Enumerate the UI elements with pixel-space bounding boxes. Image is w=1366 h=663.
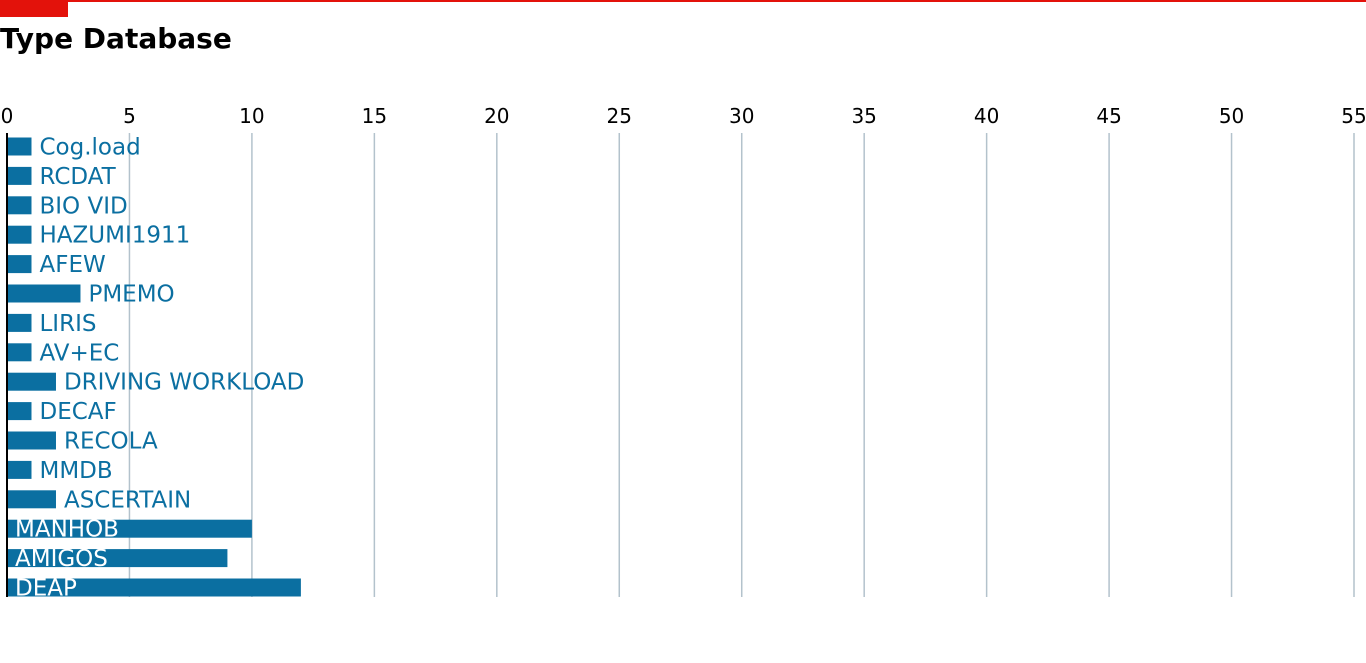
bar-label: ASCERTAIN [64,487,191,513]
bar [7,313,32,332]
bar [7,255,32,274]
x-tick-label: 20 [484,104,509,128]
x-axis-ticks: 0 5 10 15 20 25 30 35 40 45 50 55 [1,104,1366,128]
x-tick-label: 30 [729,104,754,128]
bar-labels: Cog.load RCDAT BIO VID HAZUMI1911 AFEW PMEMO L… [15,135,304,602]
chart-title: Type Database [0,22,232,55]
x-tick-label: 10 [239,104,264,128]
bar [7,431,56,450]
bar [7,166,32,185]
x-tick-label: 15 [362,104,387,128]
x-tick-label: 45 [1096,104,1121,128]
x-tick-label: 50 [1219,104,1244,128]
bar-label: RECOLA [64,429,158,455]
top-accent-tab [0,0,68,17]
bar-label: HAZUMI1911 [39,223,190,249]
x-tick-label: 55 [1341,104,1366,128]
bar [7,460,32,479]
top-accent-rule [0,0,1366,2]
bar [7,549,228,568]
bars [7,137,301,597]
bar [7,196,32,215]
bar-label: RCDAT [39,164,116,190]
bar-label: PMEMO [88,282,174,308]
bar-label: AMIGOS [15,546,108,572]
bar-label: Cog.load [39,135,140,161]
bar [7,343,32,362]
x-tick-label: 40 [974,104,999,128]
bar [7,372,56,391]
bar-label: DECAF [39,399,116,425]
bar-label: AV+EC [39,340,119,366]
gridlines [128,133,1355,597]
bar [7,490,56,509]
bar [7,402,32,421]
x-tick-label: 25 [607,104,632,128]
bar [7,284,81,303]
bar [7,578,301,597]
bar-label: LIRIS [39,311,96,337]
bar-label: BIO VID [39,193,127,219]
bar [7,225,32,244]
bar-label: DEAP [15,576,77,602]
bar-label: AFEW [39,252,105,278]
bar-label: MANHOB [15,517,119,543]
bar [7,519,252,538]
x-tick-label: 35 [851,104,876,128]
bar [7,137,32,156]
x-tick-label: 5 [123,104,136,128]
x-tick-label: 0 [1,104,14,128]
bar-label: MMDB [39,458,112,484]
bar-label: DRIVING WORKLOAD [64,370,304,396]
